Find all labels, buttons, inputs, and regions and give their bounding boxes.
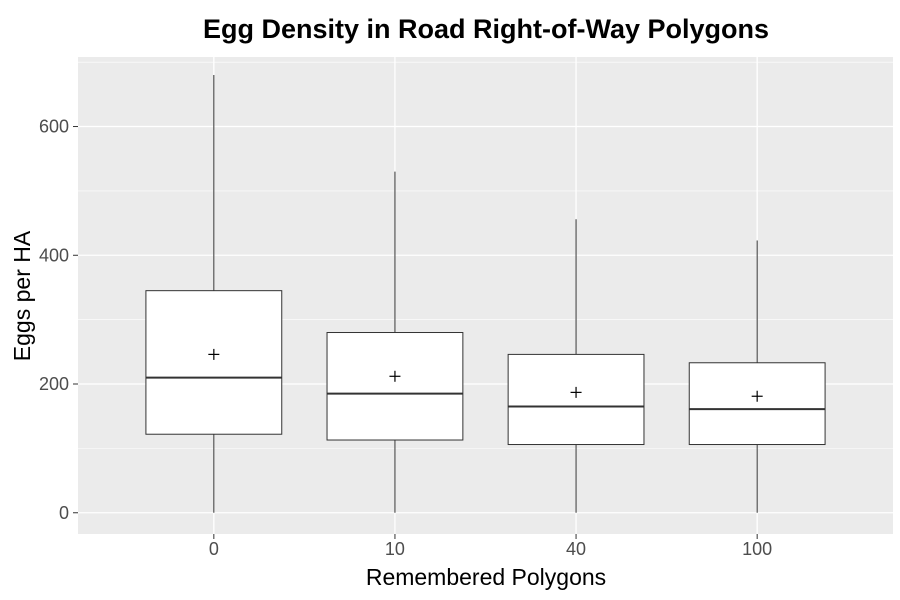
x-tick-label: 100	[742, 539, 772, 559]
y-tick-label: 200	[39, 374, 69, 394]
x-tick-label: 0	[209, 539, 219, 559]
box-iqr	[507, 353, 645, 446]
y-tick-label: 600	[39, 117, 69, 137]
y-tick-label: 0	[59, 503, 69, 523]
box-group-10	[326, 171, 464, 513]
chart-title: Egg Density in Road Right-of-Way Polygon…	[203, 14, 769, 44]
x-tick-label: 40	[566, 539, 586, 559]
y-tick-label: 400	[39, 245, 69, 265]
boxes	[145, 75, 826, 513]
box-iqr	[326, 332, 464, 441]
axes: 0 200 400 600 0 10 40 100	[39, 117, 772, 559]
box-group-40	[507, 219, 645, 513]
x-tick-label: 10	[385, 539, 405, 559]
y-axis-title: Eggs per HA	[9, 230, 35, 361]
x-axis-title: Remembered Polygons	[366, 564, 606, 590]
box-group-0	[145, 75, 283, 513]
box-iqr	[688, 362, 826, 446]
box-iqr	[145, 290, 283, 435]
box-group-100	[688, 240, 826, 513]
